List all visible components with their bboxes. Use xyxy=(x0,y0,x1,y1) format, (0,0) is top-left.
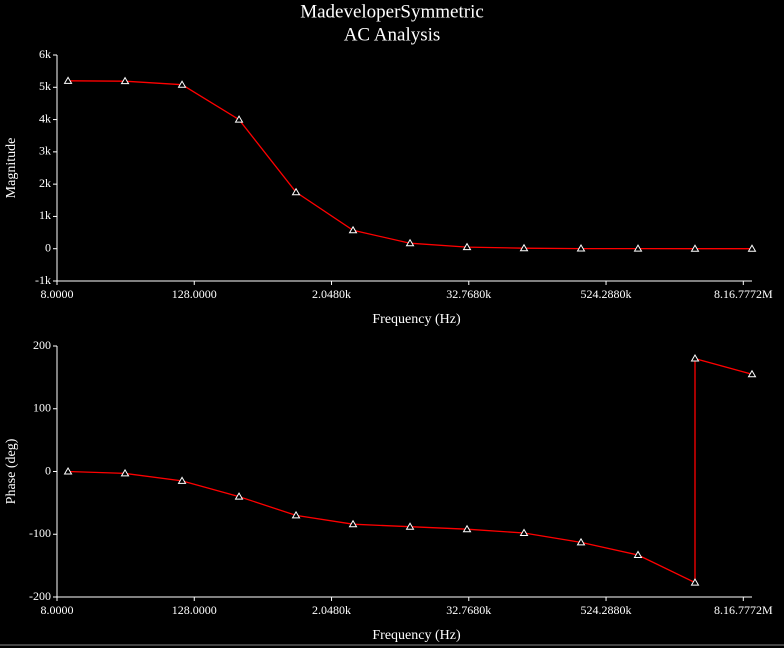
marker xyxy=(519,243,529,252)
title: MadeveloperSymmetric xyxy=(300,1,484,22)
x-axis-label: Frequency (Hz) xyxy=(372,628,461,643)
marker xyxy=(405,522,415,530)
y-tick-label: 2k xyxy=(39,176,51,190)
marker xyxy=(405,238,415,247)
x-tick-label: 2.0480k xyxy=(312,603,351,617)
marker xyxy=(177,476,187,484)
marker xyxy=(576,537,586,546)
marker xyxy=(576,244,586,252)
marker xyxy=(120,468,130,477)
marker xyxy=(348,225,358,234)
marker xyxy=(63,467,73,475)
y-tick-label: -100 xyxy=(29,526,51,540)
marker xyxy=(63,76,73,84)
y-tick-label: -1k xyxy=(35,273,51,287)
y-tick-label: 200 xyxy=(33,338,51,352)
x-axis-label: Frequency (Hz) xyxy=(372,312,461,327)
marker xyxy=(747,369,757,378)
y-tick-label: 0 xyxy=(45,240,51,254)
marker xyxy=(177,80,187,88)
y-tick-label: -200 xyxy=(29,589,51,603)
x-tick-label: 32.7680k xyxy=(446,603,491,617)
x-tick-label: 128.0000 xyxy=(172,287,217,301)
marker xyxy=(291,187,301,196)
marker xyxy=(633,244,643,252)
marker xyxy=(348,519,358,528)
x-tick-label: 524.2880k xyxy=(581,603,632,617)
y-tick-label: 6k xyxy=(39,47,51,61)
subtitle: AC Analysis xyxy=(344,24,441,45)
marker xyxy=(690,578,700,586)
x-tick-label: 524.2880k xyxy=(581,287,632,301)
y-tick-label: 5k xyxy=(39,79,51,93)
marker xyxy=(690,354,700,362)
y-tick-label: 1k xyxy=(39,208,51,222)
marker xyxy=(234,492,244,500)
y-tick-label: 100 xyxy=(33,401,51,415)
marker xyxy=(291,510,301,519)
x-tick-label: 8.16.7772M xyxy=(714,603,773,617)
marker xyxy=(633,550,643,558)
marker xyxy=(120,76,130,85)
x-tick-label: 8.0000 xyxy=(41,287,74,301)
y-axis-label: Magnitude xyxy=(4,138,19,199)
x-tick-label: 32.7680k xyxy=(446,287,491,301)
y-tick-label: 4k xyxy=(39,111,51,125)
x-tick-label: 128.0000 xyxy=(172,603,217,617)
marker xyxy=(462,524,472,533)
marker xyxy=(690,244,700,252)
marker xyxy=(519,528,529,536)
marker xyxy=(462,242,472,251)
y-axis-label: Phase (deg) xyxy=(4,438,19,504)
x-tick-label: 8.0000 xyxy=(41,603,74,617)
x-tick-label: 8.16.7772M xyxy=(714,287,773,301)
y-tick-label: 3k xyxy=(39,144,51,158)
marker xyxy=(747,244,757,252)
x-tick-label: 2.0480k xyxy=(312,287,351,301)
y-tick-label: 0 xyxy=(45,463,51,477)
curve xyxy=(67,357,753,584)
marker xyxy=(234,115,244,123)
